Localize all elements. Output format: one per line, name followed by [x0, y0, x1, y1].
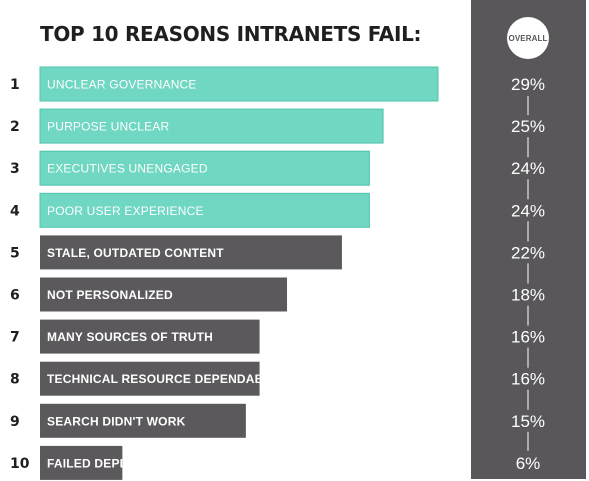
bar-category-label: EXECUTIVES UNENGAGED: [47, 162, 208, 176]
bar: [39, 150, 370, 186]
rank-label: 2: [10, 119, 20, 135]
chart-title: TOP 10 REASONS INTRANETS FAIL:: [40, 22, 422, 46]
overall-value-label: 24%: [511, 159, 545, 178]
bar-category-label: SEARCH DIDN'T WORK: [47, 414, 186, 428]
bar-category-label: FAILED DEPLOYMENT: [47, 456, 180, 470]
bar-category-label: NOT PERSONALIZED: [47, 288, 173, 302]
rank-label: 7: [10, 330, 20, 346]
overall-header-badge: OVERALL: [507, 17, 549, 59]
bar: [40, 277, 288, 312]
rank-label: 4: [10, 203, 20, 219]
rank-label: 8: [10, 372, 20, 388]
rank-label: 3: [10, 161, 20, 177]
bar-category-label: POOR USER EXPERIENCE: [47, 204, 204, 218]
bar: [40, 403, 246, 438]
bar: [40, 319, 260, 354]
bar: [39, 192, 370, 228]
overall-value-label: 16%: [511, 328, 545, 347]
bar: [40, 361, 260, 396]
bar: [39, 108, 384, 144]
bar-category-label: PURPOSE UNCLEAR: [47, 120, 169, 134]
overall-value-label: 6%: [516, 454, 541, 473]
bar-category-label: MANY SOURCES OF TRUTH: [47, 330, 213, 344]
bar-category-label: UNCLEAR GOVERNANCE: [47, 78, 197, 92]
bar: [40, 445, 123, 480]
overall-value-label: 15%: [511, 412, 545, 431]
rank-label: 6: [10, 288, 20, 304]
rank-label: 9: [10, 414, 20, 430]
bar: [39, 66, 439, 102]
bar: [40, 235, 342, 270]
overall-value-label: 16%: [511, 370, 545, 389]
rank-label: 1: [10, 77, 20, 93]
bar-category-label: TECHNICAL RESOURCE DEPENDABILITY: [47, 372, 294, 386]
overall-value-label: 24%: [511, 201, 545, 220]
overall-value-label: 18%: [511, 286, 545, 305]
rank-label: 10: [10, 456, 30, 472]
overall-value-label: 22%: [511, 243, 545, 262]
rank-label: 5: [10, 245, 20, 261]
bar-category-label: STALE, OUTDATED CONTENT: [47, 246, 224, 260]
overall-value-label: 29%: [511, 75, 545, 94]
overall-value-label: 25%: [511, 117, 545, 136]
